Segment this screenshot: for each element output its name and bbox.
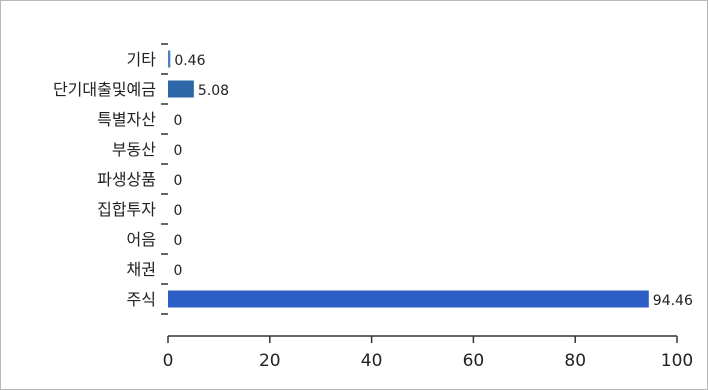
bar — [168, 50, 171, 68]
data-label: 0 — [174, 233, 183, 249]
data-label: 0 — [174, 143, 183, 159]
data-label: 0 — [174, 173, 183, 189]
labels: 0 20 40 60 80 100 기타 0.46 단기대출및예금 5.08 특별자산 0 부동산 0 파생… — [53, 50, 693, 371]
category-label: 집합투자 — [97, 200, 156, 219]
category-label: 부동산 — [112, 140, 156, 159]
data-label: 0.46 — [174, 53, 205, 69]
data-label: 0 — [174, 113, 183, 129]
value-axis-tick-label: 20 — [259, 351, 281, 371]
category-label: 어음 — [127, 230, 156, 249]
value-axis-tick-label: 0 — [163, 351, 174, 371]
value-axis-tick-label: 60 — [463, 351, 485, 371]
category-label: 주식 — [127, 290, 156, 309]
category-label: 특별자산 — [97, 110, 156, 129]
value-axis-tick-label: 40 — [361, 351, 383, 371]
data-label: 0 — [174, 203, 183, 219]
value-axis-tick-label: 100 — [661, 351, 693, 371]
bar — [168, 80, 194, 98]
bar — [168, 290, 649, 308]
category-label: 단기대출및예금 — [53, 80, 156, 99]
data-label: 94.46 — [653, 293, 693, 309]
data-label: 5.08 — [198, 83, 229, 99]
value-axis-tick-label: 80 — [564, 351, 586, 371]
data-label: 0 — [174, 263, 183, 279]
axes — [161, 43, 678, 343]
bars — [168, 50, 649, 308]
category-label: 기타 — [127, 50, 157, 69]
category-label: 파생상품 — [97, 170, 156, 189]
category-label: 채권 — [127, 260, 156, 279]
